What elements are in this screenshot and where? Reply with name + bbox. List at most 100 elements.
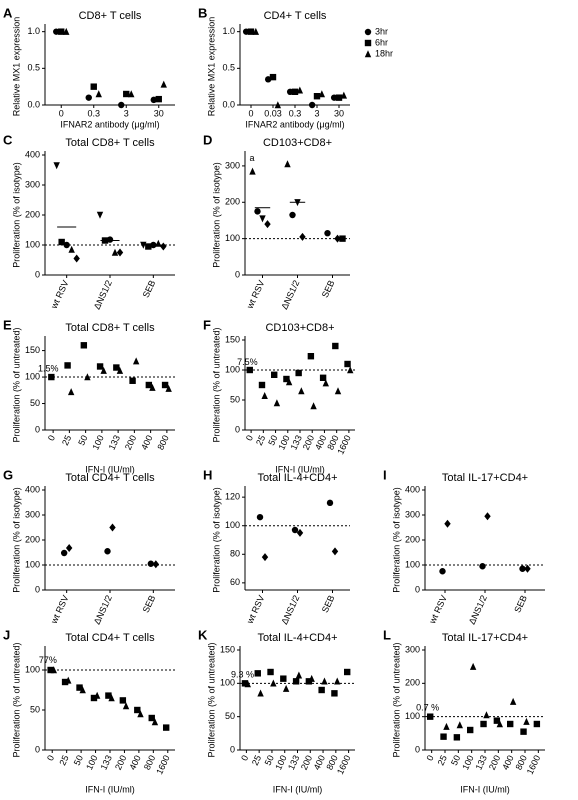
x-tick-label: SEB [141, 279, 158, 300]
marker [90, 694, 98, 702]
marker [335, 94, 343, 101]
marker [252, 27, 260, 35]
x-tick-label: 0 [59, 108, 64, 118]
x-tick-label: 100 [273, 754, 288, 772]
marker [310, 402, 317, 410]
marker [496, 720, 503, 728]
marker [73, 254, 80, 263]
marker [68, 245, 75, 253]
x-axis-label: IFN-I (IU/ml) [85, 784, 135, 794]
x-tick-label: wt RSV [48, 594, 70, 626]
x-tick-label: 50 [76, 434, 89, 447]
marker [134, 706, 141, 714]
y-tick-label: 200 [25, 209, 40, 219]
marker [271, 371, 278, 378]
annotation: 77% [39, 655, 57, 665]
marker [291, 88, 299, 95]
y-tick-label: 300 [25, 509, 40, 519]
x-tick-label: 400 [127, 754, 142, 772]
marker [50, 666, 58, 674]
panel-label: D [203, 132, 212, 147]
x-tick-label: 100 [460, 754, 475, 772]
y-tick-label: 100 [225, 233, 240, 243]
marker [113, 364, 120, 371]
marker [249, 167, 256, 175]
y-tick-label: 300 [405, 509, 420, 519]
x-tick-label: 200 [299, 754, 314, 772]
marker [261, 392, 268, 399]
marker [261, 553, 269, 562]
x-axis-label: IFN-I (IU/ml) [275, 464, 325, 474]
marker [484, 512, 491, 521]
marker [318, 90, 326, 98]
marker [256, 513, 264, 521]
y-tick-label: 150 [25, 345, 40, 355]
y-tick-label: 400 [25, 149, 40, 159]
y-axis-label: Proliferation (% of untreated) [211, 327, 221, 442]
marker [148, 714, 155, 722]
marker [298, 387, 305, 395]
x-tick-label: 100 [276, 434, 291, 452]
x-tick-label: 0 [45, 754, 56, 763]
marker [289, 211, 296, 219]
marker [104, 548, 111, 555]
x-tick-label: 400 [313, 434, 328, 452]
annotation: 1.5% [38, 363, 59, 373]
y-tick-label: 120 [225, 492, 240, 502]
y-tick-label: 0 [415, 584, 420, 594]
x-tick-label: 133 [99, 754, 114, 772]
marker [440, 733, 447, 740]
panel-label: E [3, 317, 12, 332]
marker [444, 519, 451, 528]
chart-title: Total IL-4+CD4+ [257, 472, 337, 484]
marker [147, 560, 155, 567]
x-tick-label: 25 [436, 754, 449, 767]
y-tick-label: 200 [25, 534, 40, 544]
x-tick-label: 400 [500, 754, 515, 772]
marker [270, 679, 277, 687]
x-tick-label: 133 [289, 434, 304, 452]
marker [334, 677, 341, 685]
marker [60, 549, 68, 557]
x-tick-label: wt RSV [244, 594, 266, 626]
marker [80, 342, 88, 349]
marker [152, 560, 160, 569]
marker [524, 564, 531, 573]
marker [67, 388, 75, 396]
y-axis-label: Proliferation (% of untreated) [391, 642, 401, 757]
marker [296, 86, 304, 94]
marker [63, 27, 70, 35]
marker [296, 528, 304, 537]
y-tick-label: 100 [405, 711, 420, 721]
marker [319, 374, 327, 381]
marker [456, 721, 463, 729]
marker [467, 726, 474, 734]
x-tick-label: 200 [123, 434, 138, 452]
y-tick-label: 100 [25, 239, 40, 249]
marker [523, 717, 530, 725]
marker [292, 678, 300, 685]
annotation: 0.7 % [416, 703, 439, 713]
marker [111, 248, 119, 256]
marker [128, 90, 135, 98]
marker [264, 220, 271, 229]
marker [160, 242, 167, 251]
x-tick-label: 25 [250, 754, 263, 767]
marker [150, 96, 157, 104]
x-axis-label: IFN-I (IU/ml) [85, 464, 135, 474]
marker [259, 215, 266, 223]
marker [483, 711, 490, 719]
y-tick-label: 0 [235, 269, 240, 279]
marker [324, 229, 331, 237]
marker [160, 80, 167, 88]
marker [64, 362, 71, 369]
y-tick-label: 50 [30, 398, 40, 408]
panel-label: I [383, 467, 387, 482]
marker [520, 728, 527, 735]
x-tick-label: 400 [139, 434, 154, 452]
x-axis-label: IFNAR2 antibody (μg/ml) [60, 119, 159, 129]
marker [105, 692, 112, 699]
x-tick-label: 25 [57, 754, 70, 767]
y-tick-label: 0 [35, 424, 40, 434]
